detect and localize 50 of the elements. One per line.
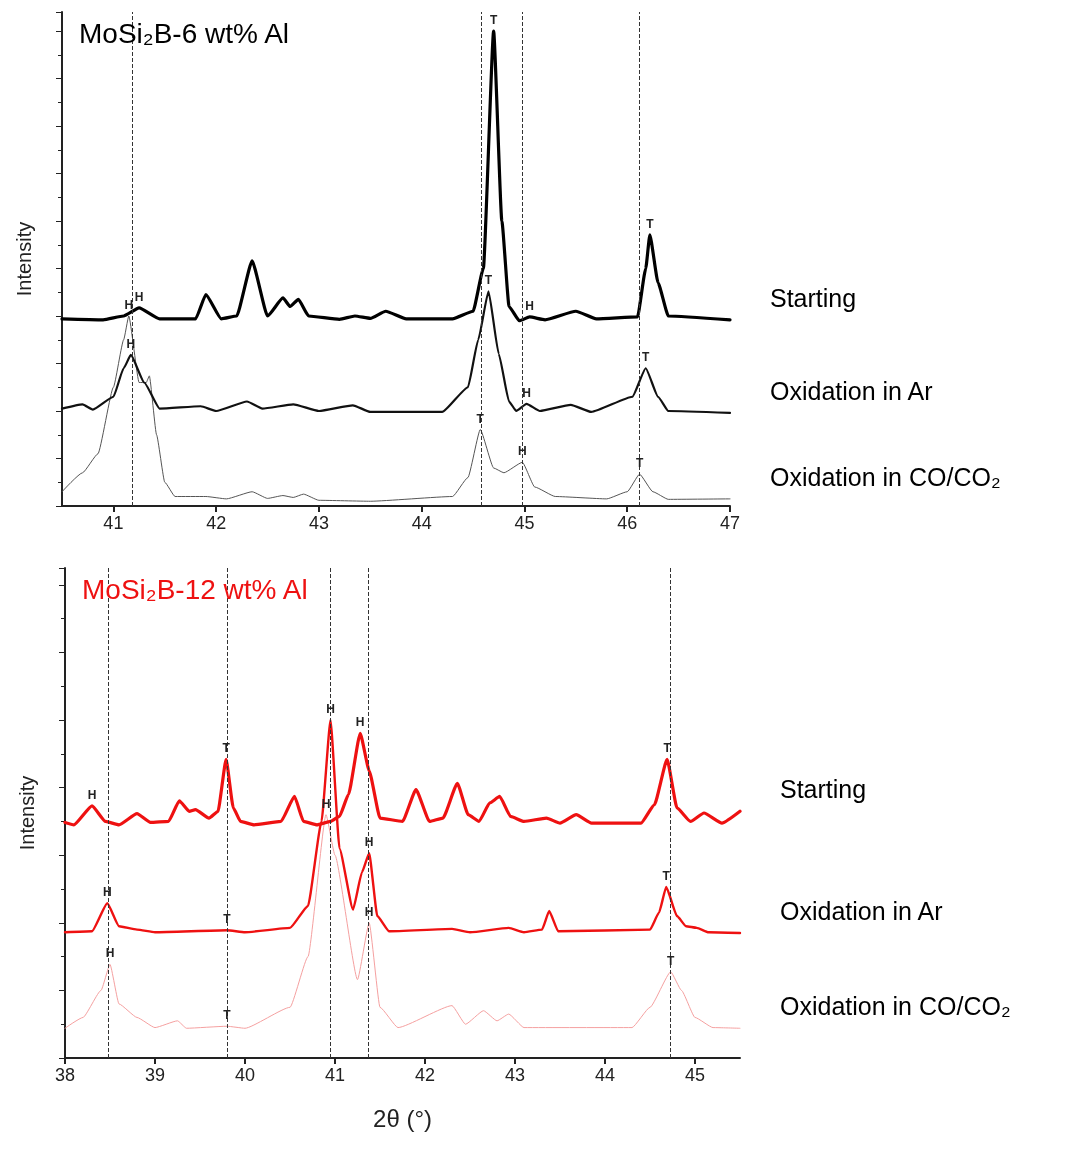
x-tick-label: 41 bbox=[103, 513, 124, 533]
annotation: H bbox=[364, 904, 374, 919]
y-axis-title: Intensity bbox=[16, 775, 38, 851]
x-axis-title: 2θ (°) bbox=[373, 1104, 432, 1132]
annotation: H bbox=[525, 298, 534, 313]
x-tick-label: 39 bbox=[144, 1065, 166, 1085]
annotation: T bbox=[667, 953, 676, 968]
y-axis-title: Intensity bbox=[13, 221, 35, 297]
annotation: T bbox=[484, 273, 493, 288]
series-label: Starting bbox=[770, 283, 857, 312]
chart-title: MoSi₂B-12 wt% Al bbox=[82, 573, 308, 605]
annotation: T bbox=[663, 741, 672, 756]
x-tick-label: 41 bbox=[324, 1065, 346, 1085]
x-tick-label: 45 bbox=[514, 513, 535, 533]
annotation: T bbox=[476, 411, 485, 426]
annotation: H bbox=[102, 885, 112, 900]
series-label: Oxidation in Ar bbox=[780, 896, 943, 925]
series-label: Oxidation in CO/CO₂ bbox=[770, 462, 1001, 491]
x-tick-label: 40 bbox=[234, 1065, 256, 1085]
x-tick-label: 43 bbox=[504, 1065, 526, 1085]
annotation: H bbox=[355, 715, 365, 730]
annotation: H bbox=[364, 835, 374, 850]
x-tick-label: 44 bbox=[411, 513, 432, 533]
annotation: H bbox=[522, 385, 531, 400]
series-label: Starting bbox=[780, 775, 867, 804]
annotation: T bbox=[223, 1008, 232, 1023]
series-label: Oxidation in CO/CO₂ bbox=[780, 992, 1011, 1021]
annotation: T bbox=[223, 912, 232, 927]
series-label: Oxidation in Ar bbox=[770, 376, 933, 405]
x-tick-label: 47 bbox=[719, 513, 741, 533]
annotation: H bbox=[518, 444, 527, 459]
x-tick-label: 43 bbox=[308, 513, 329, 533]
annotation: T bbox=[222, 741, 231, 756]
x-tick-label: 38 bbox=[54, 1065, 76, 1085]
chart-title: MoSi₂B-6 wt% Al bbox=[79, 17, 290, 49]
annotation: H bbox=[326, 702, 335, 717]
x-tick-label: 42 bbox=[206, 513, 227, 533]
x-tick-label: 44 bbox=[594, 1065, 616, 1085]
annotation: T bbox=[662, 869, 671, 884]
annotation: H bbox=[87, 787, 97, 802]
annotation: T bbox=[489, 13, 498, 27]
annotation: H bbox=[124, 298, 134, 312]
x-tick-label: 45 bbox=[684, 1065, 706, 1085]
annotation: T bbox=[646, 216, 655, 231]
annotation: T bbox=[635, 456, 644, 471]
x-tick-label: 42 bbox=[414, 1065, 436, 1085]
annotation: H bbox=[105, 946, 115, 961]
x-tick-label: 46 bbox=[617, 513, 638, 533]
annotation: T bbox=[642, 350, 651, 365]
annotation: H bbox=[134, 289, 144, 304]
